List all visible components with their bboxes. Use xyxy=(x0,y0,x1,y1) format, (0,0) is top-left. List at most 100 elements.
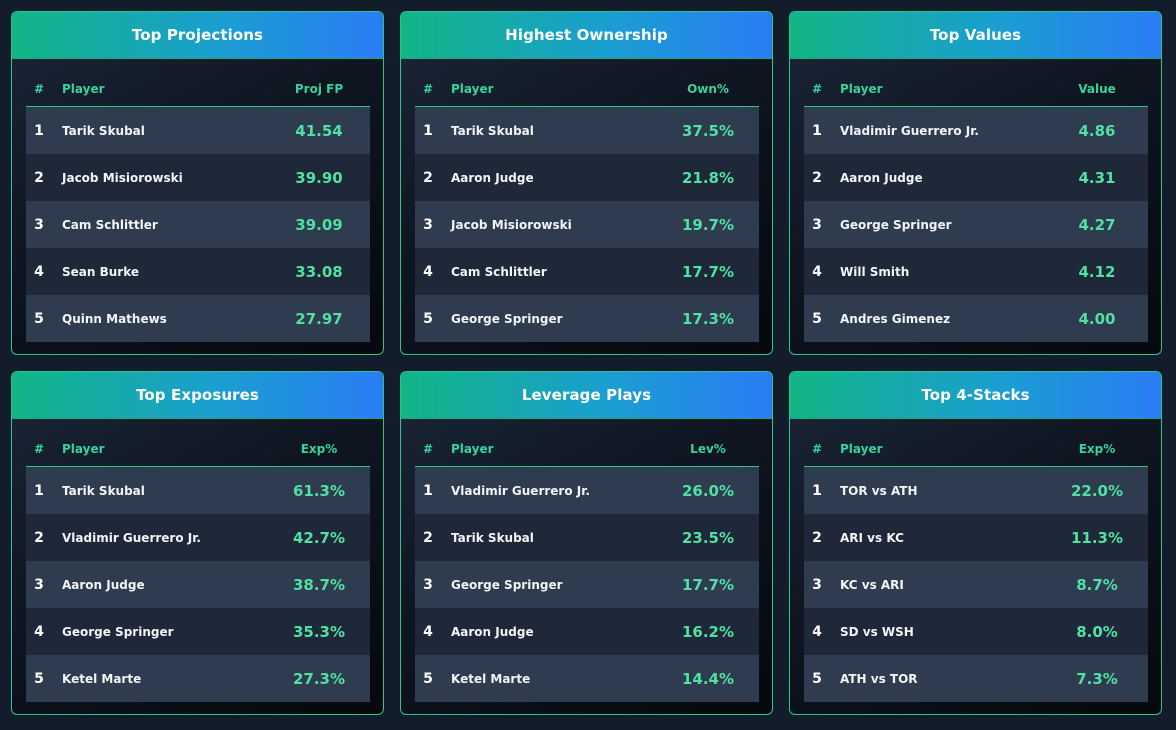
row-player: Andres Gimenez xyxy=(830,295,1046,342)
stats-table: # Player Lev% 1 Vladimir Guerrero Jr. 26.0… xyxy=(415,442,759,702)
card-header: Top Exposures xyxy=(12,372,383,419)
column-header-rank[interactable]: # xyxy=(804,82,830,107)
row-player: Aaron Judge xyxy=(52,561,268,608)
table-row[interactable]: 1 Vladimir Guerrero Jr. 26.0% xyxy=(415,466,759,514)
row-value: 38.7% xyxy=(268,561,370,608)
row-value: 4.12 xyxy=(1046,248,1148,295)
row-rank: 3 xyxy=(415,561,441,608)
row-rank: 2 xyxy=(415,154,441,201)
table-row[interactable]: 4 Will Smith 4.12 xyxy=(804,248,1148,295)
table-row[interactable]: 4 SD vs WSH 8.0% xyxy=(804,608,1148,655)
row-player: SD vs WSH xyxy=(830,608,1046,655)
table-row[interactable]: 5 ATH vs TOR 7.3% xyxy=(804,655,1148,702)
row-value: 42.7% xyxy=(268,514,370,561)
row-player: Tarik Skubal xyxy=(52,466,268,514)
table-row[interactable]: 3 George Springer 17.7% xyxy=(415,561,759,608)
stats-table: # Player Exp% 1 Tarik Skubal 61.3% 2 Vladim… xyxy=(26,442,370,702)
row-player: ARI vs KC xyxy=(830,514,1046,561)
table-row[interactable]: 2 Aaron Judge 4.31 xyxy=(804,154,1148,201)
stats-table: # Player Own% 1 Tarik Skubal 37.5% 2 Aaron … xyxy=(415,82,759,342)
card-header: Top Projections xyxy=(12,12,383,59)
table-row[interactable]: 3 Cam Schlittler 39.09 xyxy=(26,201,370,248)
table-row[interactable]: 3 Aaron Judge 38.7% xyxy=(26,561,370,608)
table-row[interactable]: 2 Jacob Misiorowski 39.90 xyxy=(26,154,370,201)
column-header-player[interactable]: Player xyxy=(52,442,268,467)
row-rank: 5 xyxy=(804,295,830,342)
row-rank: 4 xyxy=(415,248,441,295)
column-header-value[interactable]: Own% xyxy=(657,82,759,107)
row-value: 17.3% xyxy=(657,295,759,342)
row-rank: 4 xyxy=(415,608,441,655)
row-value: 26.0% xyxy=(657,466,759,514)
row-player: Will Smith xyxy=(830,248,1046,295)
table-row[interactable]: 2 Aaron Judge 21.8% xyxy=(415,154,759,201)
column-header-value[interactable]: Value xyxy=(1046,82,1148,107)
row-rank: 2 xyxy=(26,514,52,561)
table-row[interactable]: 4 Aaron Judge 16.2% xyxy=(415,608,759,655)
table-header-row: # Player Proj FP xyxy=(26,82,370,107)
row-player: Quinn Mathews xyxy=(52,295,268,342)
table-row[interactable]: 3 KC vs ARI 8.7% xyxy=(804,561,1148,608)
table-row[interactable]: 1 Tarik Skubal 37.5% xyxy=(415,106,759,154)
table-row[interactable]: 2 Vladimir Guerrero Jr. 42.7% xyxy=(26,514,370,561)
column-header-rank[interactable]: # xyxy=(26,442,52,467)
row-rank: 5 xyxy=(26,295,52,342)
table-row[interactable]: 5 Ketel Marte 27.3% xyxy=(26,655,370,702)
row-value: 23.5% xyxy=(657,514,759,561)
column-header-rank[interactable]: # xyxy=(415,442,441,467)
column-header-player[interactable]: Player xyxy=(830,442,1046,467)
row-value: 7.3% xyxy=(1046,655,1148,702)
row-rank: 5 xyxy=(26,655,52,702)
table-row[interactable]: 5 George Springer 17.3% xyxy=(415,295,759,342)
table-row[interactable]: 1 Vladimir Guerrero Jr. 4.86 xyxy=(804,106,1148,154)
card-header: Leverage Plays xyxy=(401,372,772,419)
column-header-value[interactable]: Proj FP xyxy=(268,82,370,107)
column-header-rank[interactable]: # xyxy=(26,82,52,107)
table-row[interactable]: 5 Andres Gimenez 4.00 xyxy=(804,295,1148,342)
row-rank: 4 xyxy=(804,608,830,655)
column-header-player[interactable]: Player xyxy=(52,82,268,107)
row-player: TOR vs ATH xyxy=(830,466,1046,514)
row-value: 41.54 xyxy=(268,106,370,154)
card-leverage-plays: Leverage Plays # Player Lev% 1 Vladimir G… xyxy=(400,371,773,715)
table-row[interactable]: 4 George Springer 35.3% xyxy=(26,608,370,655)
table-row[interactable]: 2 ARI vs KC 11.3% xyxy=(804,514,1148,561)
table-row[interactable]: 5 Ketel Marte 14.4% xyxy=(415,655,759,702)
row-player: George Springer xyxy=(441,561,657,608)
column-header-rank[interactable]: # xyxy=(804,442,830,467)
table-row[interactable]: 4 Sean Burke 33.08 xyxy=(26,248,370,295)
row-player: Aaron Judge xyxy=(830,154,1046,201)
row-player: KC vs ARI xyxy=(830,561,1046,608)
table-row[interactable]: 4 Cam Schlittler 17.7% xyxy=(415,248,759,295)
card-title: Top Values xyxy=(929,26,1022,44)
row-value: 4.27 xyxy=(1046,201,1148,248)
table-row[interactable]: 1 TOR vs ATH 22.0% xyxy=(804,466,1148,514)
column-header-player[interactable]: Player xyxy=(441,442,657,467)
row-player: ATH vs TOR xyxy=(830,655,1046,702)
table-row[interactable]: 2 Tarik Skubal 23.5% xyxy=(415,514,759,561)
stats-table: # Player Proj FP 1 Tarik Skubal 41.54 2 Jac… xyxy=(26,82,370,342)
card-title: Top Exposures xyxy=(136,386,259,404)
row-player: Cam Schlittler xyxy=(441,248,657,295)
table-row[interactable]: 1 Tarik Skubal 61.3% xyxy=(26,466,370,514)
row-value: 39.09 xyxy=(268,201,370,248)
column-header-rank[interactable]: # xyxy=(415,82,441,107)
row-rank: 5 xyxy=(415,655,441,702)
column-header-value[interactable]: Exp% xyxy=(1046,442,1148,467)
column-header-player[interactable]: Player xyxy=(441,82,657,107)
table-row[interactable]: 3 Jacob Misiorowski 19.7% xyxy=(415,201,759,248)
row-rank: 4 xyxy=(26,248,52,295)
column-header-value[interactable]: Lev% xyxy=(657,442,759,467)
stats-table: # Player Exp% 1 TOR vs ATH 22.0% 2 ARI vs K… xyxy=(804,442,1148,702)
row-rank: 2 xyxy=(804,154,830,201)
stats-table: # Player Value 1 Vladimir Guerrero Jr. 4.8… xyxy=(804,82,1148,342)
row-rank: 1 xyxy=(26,106,52,154)
row-rank: 1 xyxy=(26,466,52,514)
table-row[interactable]: 3 George Springer 4.27 xyxy=(804,201,1148,248)
table-row[interactable]: 5 Quinn Mathews 27.97 xyxy=(26,295,370,342)
table-row[interactable]: 1 Tarik Skubal 41.54 xyxy=(26,106,370,154)
row-rank: 1 xyxy=(415,106,441,154)
row-value: 11.3% xyxy=(1046,514,1148,561)
column-header-value[interactable]: Exp% xyxy=(268,442,370,467)
column-header-player[interactable]: Player xyxy=(830,82,1046,107)
